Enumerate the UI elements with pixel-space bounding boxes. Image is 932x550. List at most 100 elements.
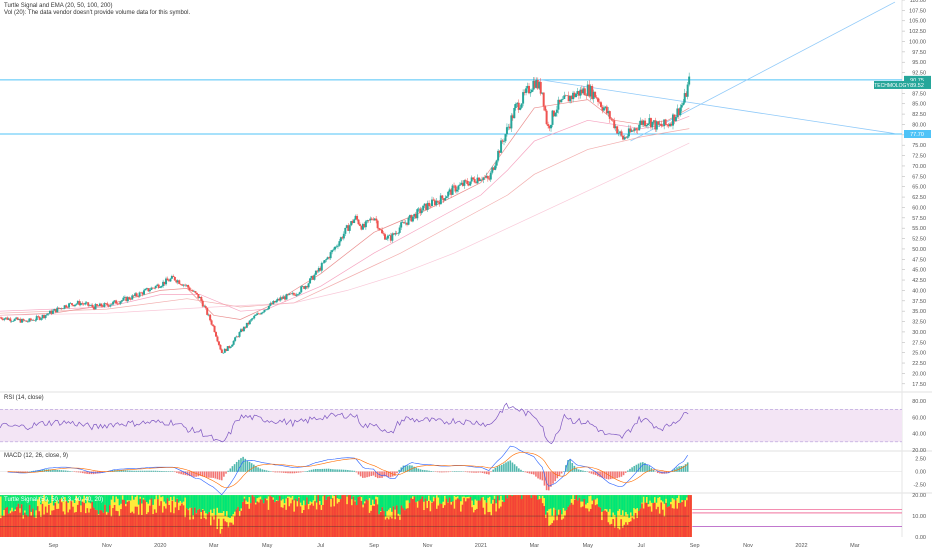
macd-histogram-bar [84,471,86,474]
candle-body [429,205,432,207]
candle-body [649,118,652,128]
turtle-bar-red [314,501,317,537]
rsi-pane-title[interactable]: RSI (14, close) [4,395,44,401]
turtle-bar-red [174,507,178,537]
turtle-bar-green [604,495,607,510]
macd-histogram-bar [511,462,514,472]
macd-histogram-bar [601,471,603,478]
candle-body [231,344,234,347]
turtle-bar-green [192,495,195,516]
macd-histogram-bar [584,471,586,472]
candle-body [445,196,448,199]
turtle-bar-red [613,527,617,537]
turtle-bar-red [4,508,8,537]
macd-histogram-bar [532,471,535,475]
indicator-legend-volume[interactable]: Vol (20): The data vendor doesn't provid… [4,10,191,16]
turtle-bar-green [637,495,641,511]
turtle-bar-green [278,495,282,496]
candle-body [314,270,317,275]
macd-histogram-bar [607,471,610,480]
turtle-bar-red [312,505,316,537]
turtle-bar-green [613,495,617,515]
candle-body [451,185,454,195]
candle-body [595,97,598,99]
candle-body [62,308,65,310]
turtle-bar-green [371,495,375,500]
turtle-bar-green [65,495,69,501]
candle-body [37,316,40,317]
macd-histogram-bar [259,468,262,472]
turtle-bar-green [660,495,664,501]
turtle-bar-red [44,506,48,537]
candle-body [144,289,147,291]
candle-body [6,317,9,320]
candle-body [169,278,172,282]
turtle-bar-green [580,495,583,502]
turtle-bar-green [538,495,542,496]
macd-histogram-bar [178,471,180,474]
turtle-bar-green [206,495,210,515]
macd-histogram-bar [229,468,232,472]
turtle-bar-red [123,500,127,537]
turtle-bar-green [163,495,167,502]
turtle-bar-red [458,499,462,537]
turtle-bar-green [389,495,393,508]
turtle-bar-green [654,495,657,498]
turtle-bar-red [52,510,56,537]
price-label-bg [904,130,931,139]
turtle-bar-green [495,495,498,504]
turtle-bar-green [646,495,649,497]
macd-histogram-bar [165,471,167,472]
turtle-bar-green [588,495,591,497]
turtle-bar-green [270,495,274,497]
turtle-bar-green [3,495,6,511]
turtle-bar-green [240,495,244,509]
candle-body [257,313,260,314]
candle-body [270,303,273,305]
price-axis-label: 107.50 [909,8,926,14]
turtle-bar-green [224,495,228,517]
turtle-bar-red [642,508,646,537]
turtle-bar-green [642,495,646,497]
turtle-bar-red [275,501,279,537]
turtle-bar-red [607,522,611,537]
candle-body [215,332,218,337]
candle-body [342,233,345,239]
candle-body [301,286,304,287]
turtle-bar-green [469,495,473,498]
indicator-legend-ema[interactable]: Turtle Signal and EMA (20, 50, 100, 200) [4,3,113,9]
candle-body [469,181,472,186]
price-axis-label: 30.00 [912,330,926,336]
turtle-bar-green [70,495,74,501]
macd-axis-label: 2.50 [915,457,926,463]
candle-body [201,300,204,307]
candle-body [482,177,485,180]
turtle-bar-red [91,501,94,537]
turtle-bar-green [28,495,32,505]
macd-histogram-bar [372,471,375,476]
turtle-bar-red [452,501,455,537]
turtle-bar-red [520,498,524,537]
candle-body [287,294,290,295]
macd-histogram-bar [374,471,377,478]
turtle-bar-green [285,495,288,499]
turtle-bar-red [278,495,282,537]
turtle-pane-title[interactable]: Turtle Signal (50, 50, 2, 3, 40, 40, 20) [4,497,104,503]
candle-body [644,120,647,127]
macd-pane-title[interactable]: MACD (12, 26, close, 9) [4,453,69,459]
turtle-bar-red [415,502,418,537]
candle-body [401,222,404,223]
candle-body [228,346,231,348]
time-axis-label: Nov [102,543,112,549]
candle-body [289,293,292,295]
macd-histogram-bar [426,470,428,472]
candle-body [397,232,400,234]
turtle-bar-red [445,498,449,537]
candle-body [632,130,635,131]
candle-body [19,319,22,323]
turtle-bar-red [270,496,274,537]
turtle-bar-green [88,495,91,503]
candle-body [608,111,611,119]
candle-body [667,124,670,127]
